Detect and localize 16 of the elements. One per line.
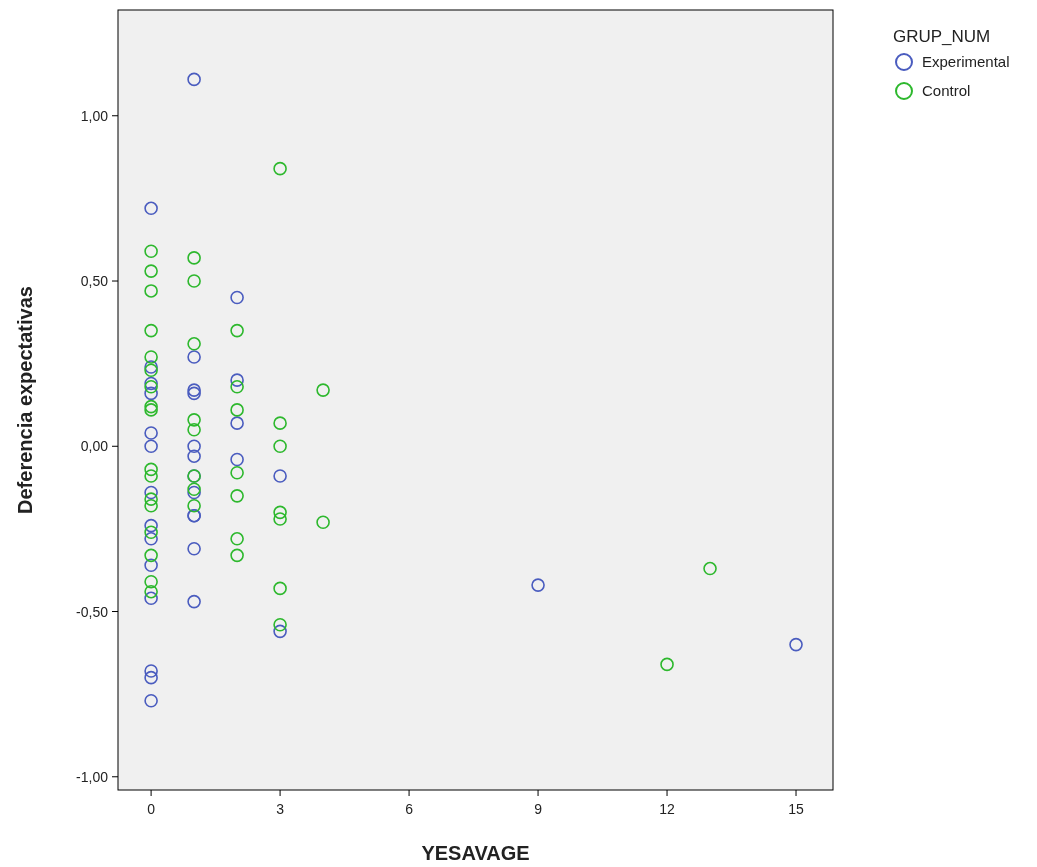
legend-title: GRUP_NUM <box>893 27 991 46</box>
y-tick-label: 1,00 <box>80 107 109 124</box>
x-tick-label: 9 <box>534 801 543 817</box>
x-tick-label: 0 <box>147 801 156 817</box>
y-axis-title: Deferencia expectativas <box>14 286 36 514</box>
x-tick-label: 3 <box>276 801 285 817</box>
y-tick-label: 0,00 <box>80 438 109 455</box>
x-tick-label: 12 <box>659 801 676 817</box>
legend-label: Experimental <box>922 53 1010 70</box>
y-tick-label: 0,50 <box>80 273 109 290</box>
y-tick-label: -0,50 <box>76 603 109 620</box>
x-tick-label: 6 <box>405 801 414 817</box>
y-tick-label: -1,00 <box>76 768 109 785</box>
x-axis-title: YESAVAGE <box>421 842 530 864</box>
legend-label: Control <box>922 82 971 99</box>
x-tick-label: 15 <box>788 801 805 817</box>
